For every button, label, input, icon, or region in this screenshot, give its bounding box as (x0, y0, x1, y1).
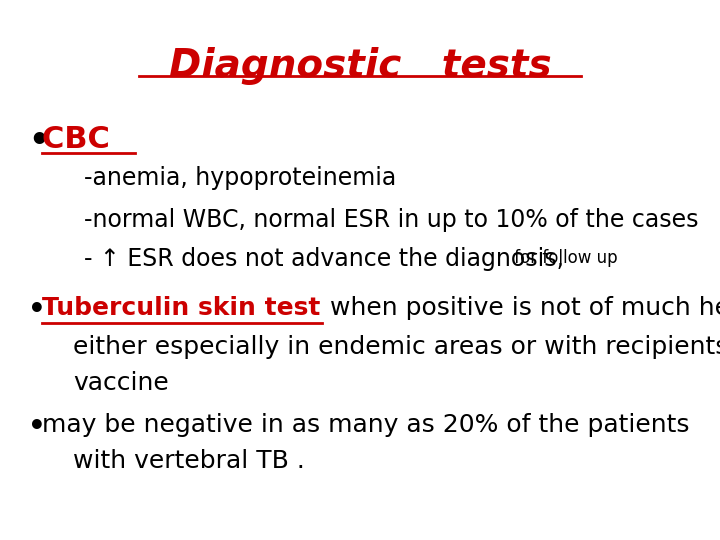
Text: with vertebral TB .: with vertebral TB . (73, 449, 305, 473)
Text: -normal WBC, normal ESR in up to 10% of the cases: -normal WBC, normal ESR in up to 10% of … (84, 208, 698, 232)
Text: Diagnostic   tests: Diagnostic tests (168, 47, 552, 85)
Text: for follow up: for follow up (508, 249, 617, 267)
Text: when positive is not of much help: when positive is not of much help (322, 296, 720, 320)
Text: either especially in endemic areas or with recipients of BCG: either especially in endemic areas or wi… (73, 335, 720, 359)
Text: may be negative in as many as 20% of the patients: may be negative in as many as 20% of the… (42, 413, 690, 436)
Text: •: • (28, 125, 50, 158)
Text: Tuberculin skin test: Tuberculin skin test (42, 296, 320, 320)
Text: -anemia, hypoproteinemia: -anemia, hypoproteinemia (84, 166, 396, 190)
Text: vaccine: vaccine (73, 371, 169, 395)
Text: - ↑ ESR does not advance the diagnosis,: - ↑ ESR does not advance the diagnosis, (84, 247, 564, 271)
Text: •: • (28, 413, 46, 441)
Text: CBC: CBC (42, 125, 120, 154)
Text: •: • (28, 296, 46, 324)
